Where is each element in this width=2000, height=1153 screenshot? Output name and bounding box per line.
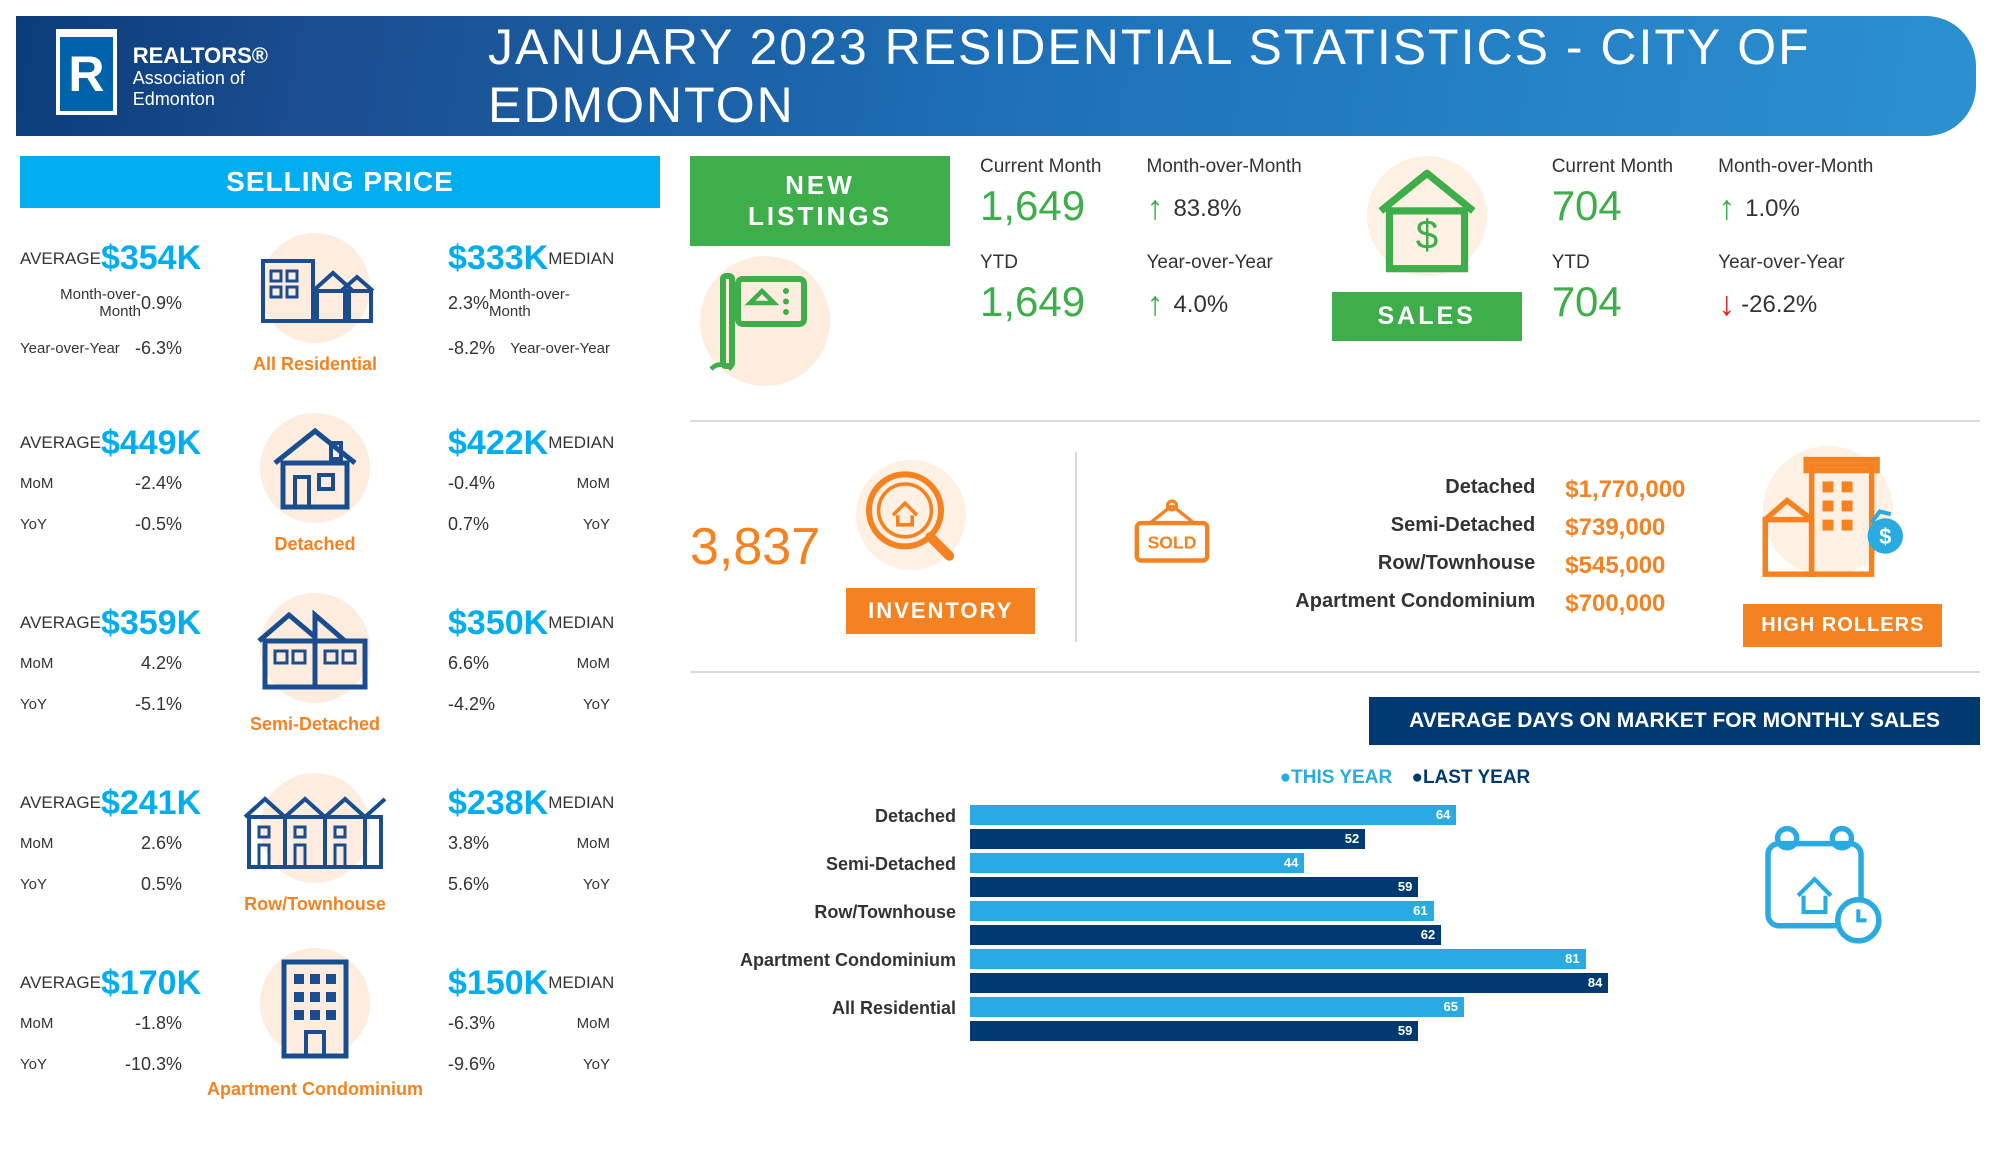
header: R REALTORS® Association of Edmonton JANU… <box>16 16 1976 136</box>
high-roller-row: Detached$1,770,000 <box>1255 476 1715 504</box>
new-listings-stats: Current Month 1,649 YTD 1,649 Month-over… <box>980 156 1302 348</box>
building-icon: $ <box>1743 446 1913 596</box>
org-name: REALTORS® Association of Edmonton <box>133 43 268 110</box>
sales-badge: SALES <box>1332 292 1522 341</box>
calendar-icon <box>1750 819 1890 949</box>
svg-text:$: $ <box>1879 524 1891 549</box>
high-rollers-block: SOLD Detached$1,770,000 Semi-Detached$739… <box>1117 446 1942 647</box>
bar-group: All Residential65 59 <box>690 997 1730 1043</box>
selling-price-title: SELLING PRICE <box>20 156 660 208</box>
svg-text:$: $ <box>1415 211 1438 257</box>
svg-text:SOLD: SOLD <box>1148 532 1197 552</box>
days-on-market-chart: AVERAGE DAYS ON MARKET FOR MONTHLY SALES… <box>690 697 1980 1045</box>
bar-group: Row/Townhouse61 62 <box>690 901 1730 947</box>
right-panel: NEW LISTINGS Current Month 1,649 <box>690 156 1980 1108</box>
selling-price-row: AVERAGE$449K MoM-2.4% YoY-0.5% Detached … <box>20 400 660 568</box>
selling-price-row: AVERAGE$354K Month-over-Month0.9% Year-o… <box>20 220 660 388</box>
page-title: JANUARY 2023 RESIDENTIAL STATISTICS - CI… <box>488 18 1936 134</box>
realtors-logo-icon: R <box>56 37 117 115</box>
high-roller-row: Semi-Detached$739,000 <box>1255 514 1715 542</box>
arrow-up-icon: ↑ <box>1146 285 1163 324</box>
new-listings-badge: NEW LISTINGS <box>690 156 950 246</box>
chart-legend: ●THIS YEAR ●LAST YEAR <box>690 757 1980 789</box>
bar-group: Apartment Condominium81 84 <box>690 949 1730 995</box>
selling-price-row: AVERAGE$170K MoM-1.8% YoY-10.3% Apartmen… <box>20 940 660 1108</box>
high-roller-row: Apartment Condominium$700,000 <box>1255 590 1715 618</box>
sign-icon <box>690 246 840 396</box>
selling-price-panel: SELLING PRICE AVERAGE$354K Month-over-Mo… <box>20 156 660 1108</box>
selling-price-row: AVERAGE$241K MoM2.6% YoY0.5% Row/Townhou… <box>20 760 660 928</box>
arrow-down-icon: ↓ <box>1718 285 1735 324</box>
magnify-house-icon <box>846 460 976 580</box>
sales-icon-block: $ SALES <box>1332 156 1522 341</box>
top-stats-row: NEW LISTINGS Current Month 1,649 <box>690 156 1980 396</box>
high-roller-row: Row/Townhouse$545,000 <box>1255 552 1715 580</box>
sales-stats: Current Month 704 YTD 704 Month-over-Mon… <box>1552 156 1874 348</box>
sold-sign-icon: SOLD <box>1117 494 1227 594</box>
arrow-up-icon: ↑ <box>1146 189 1163 228</box>
bar-group: Semi-Detached44 59 <box>690 853 1730 899</box>
arrow-up-icon: ↑ <box>1718 189 1735 228</box>
selling-price-row: AVERAGE$359K MoM4.2% YoY-5.1% Semi-Detac… <box>20 580 660 748</box>
bar-group: Detached64 52 <box>690 805 1730 851</box>
inventory-block: 3,837 INVENTORY <box>690 460 1035 634</box>
mid-row: 3,837 INVENTORY <box>690 446 1980 647</box>
